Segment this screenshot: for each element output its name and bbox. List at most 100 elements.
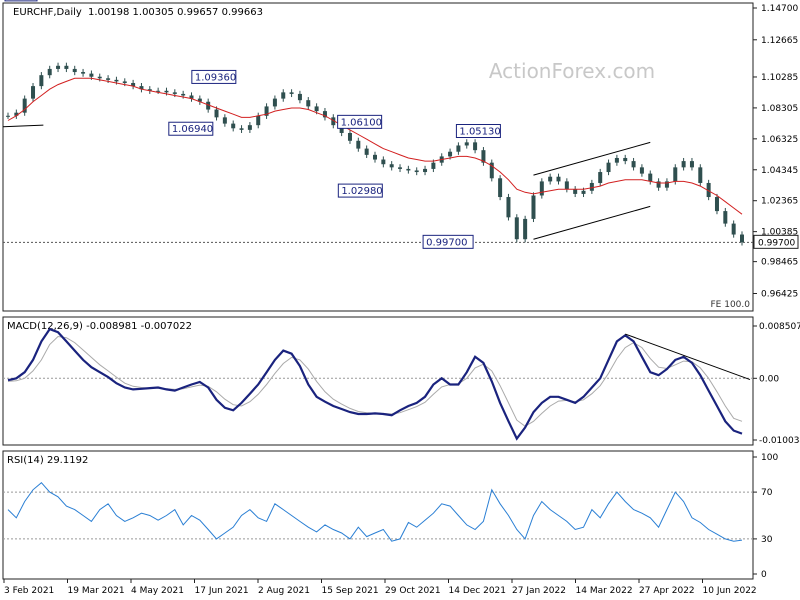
time-tick-label: 4 May 2021 — [131, 586, 184, 596]
price-annotation-label: 1.05130 — [459, 127, 500, 138]
price-bar-body — [131, 82, 136, 87]
price-bar-body — [514, 217, 519, 240]
price-bar-body — [239, 128, 244, 130]
price-annotation-box — [337, 183, 383, 198]
price-bar-body — [272, 98, 277, 107]
price-bar-body — [473, 142, 478, 151]
macd-tick-label: -0.010034 — [759, 436, 800, 446]
price-bar-body — [539, 181, 544, 196]
price-bar-body — [639, 167, 644, 174]
price-bar-body — [256, 115, 261, 126]
price-bar-body — [723, 211, 728, 224]
price-tick-label: 0.98465 — [761, 258, 798, 268]
time-tick-label: 10 Jun 2022 — [703, 586, 757, 596]
price-bar-body — [531, 195, 536, 219]
price-bar-body — [423, 168, 428, 173]
price-bar-body — [406, 168, 411, 171]
price-bar-body — [222, 117, 227, 124]
price-bar-body — [464, 142, 469, 146]
price-bar-body — [356, 140, 361, 149]
rsi-line — [7, 482, 743, 542]
rsi-plot-area — [3, 482, 753, 542]
price-bar-body — [498, 178, 503, 198]
price-bar-body — [181, 93, 186, 96]
macd-panel-frame — [2, 316, 754, 446]
price-bar-body — [564, 181, 569, 190]
price-tick-label: 1.06325 — [761, 135, 798, 145]
price-bar-body — [347, 132, 352, 141]
price-tick-label: 1.10285 — [761, 73, 798, 83]
price-bar-body — [247, 125, 252, 130]
price-bar-body — [72, 68, 77, 73]
price-bar-body — [481, 150, 486, 163]
price-bar-body — [456, 145, 461, 152]
time-tick-label: 17 Jun 2021 — [195, 586, 249, 596]
price-bar-body — [189, 95, 194, 99]
price-bar-body — [489, 162, 494, 179]
price-bar-body — [122, 81, 127, 83]
price-bar-body — [172, 92, 177, 94]
price-bar-body — [281, 92, 286, 99]
price-annotation-label: 0.99700 — [426, 237, 467, 248]
channel-line — [533, 205, 651, 240]
price-annotation-box — [191, 69, 237, 84]
price-bar-body — [631, 161, 636, 168]
rsi-axis: 100 70 30 0 — [753, 453, 778, 580]
price-annotation-label: 1.06940 — [172, 124, 213, 135]
price-bar-body — [364, 148, 369, 155]
price-tick-label: 1.00385 — [761, 228, 798, 238]
price-annotation-box — [168, 121, 214, 136]
price-bar-body — [714, 197, 719, 212]
price-bar-body — [506, 197, 511, 218]
price-bar-body — [89, 73, 94, 77]
price-plot-area — [2, 62, 753, 246]
rsi-tick-label: 100 — [761, 453, 778, 463]
price-bar-body — [573, 189, 578, 194]
price-annotation-label: 1.06100 — [341, 117, 382, 128]
price-bar-body — [81, 72, 86, 74]
price-bar-body — [689, 161, 694, 168]
channel-line — [533, 141, 651, 176]
price-bar-body — [589, 182, 594, 191]
time-tick-label: 27 Jan 2022 — [512, 586, 566, 596]
price-bar-body — [623, 157, 628, 162]
price-bar-body — [381, 159, 386, 165]
price-bar-body — [164, 90, 169, 93]
price-bar-body — [740, 234, 744, 243]
price-bar-body — [147, 89, 152, 91]
price-bar-body — [398, 167, 403, 169]
price-bar-body — [523, 218, 528, 240]
chart-symbol: EURCHF,Daily — [13, 7, 82, 18]
price-tick-label: 0.96425 — [761, 290, 798, 300]
price-bar-body — [264, 106, 269, 116]
current-price-badge-label: 0.99700 — [758, 238, 795, 248]
ohlc-readout: 1.00198 1.00305 0.99657 0.99663 — [88, 7, 263, 18]
price-bar-body — [39, 75, 44, 87]
price-annotation-label: 1.02980 — [341, 186, 382, 197]
macd-plot-area — [3, 327, 753, 441]
price-bar-body — [681, 161, 686, 168]
time-tick-label: 2 Aug 2021 — [258, 586, 310, 596]
price-axis: 1.14700 1.12665 1.10285 1.08305 1.06325 1.043… — [753, 4, 798, 300]
price-bar-body — [414, 170, 419, 173]
price-tick-label: 1.08305 — [761, 104, 798, 114]
price-panel-frame — [2, 2, 754, 312]
rsi-label: RSI(14) 29.1192 — [7, 455, 88, 466]
macd-axis: 0.008507 0.00 -0.010034 — [753, 322, 800, 446]
price-annotation-box — [455, 124, 501, 139]
price-bar-body — [114, 79, 119, 82]
price-bar-body — [322, 111, 327, 118]
price-bar-body — [706, 182, 711, 198]
time-tick-label: 14 Mar 2022 — [576, 586, 633, 596]
price-bar-body — [606, 162, 611, 173]
price-tick-label: 1.14700 — [761, 4, 798, 14]
price-tick-label: 1.12665 — [761, 36, 798, 46]
watermark: ActionForex.com — [489, 59, 655, 83]
price-annotation-box — [422, 234, 474, 249]
price-bar-body — [431, 162, 436, 169]
price-bar-body — [97, 76, 102, 79]
price-tick-label: 1.04345 — [761, 166, 798, 176]
price-bar-body — [64, 65, 69, 69]
